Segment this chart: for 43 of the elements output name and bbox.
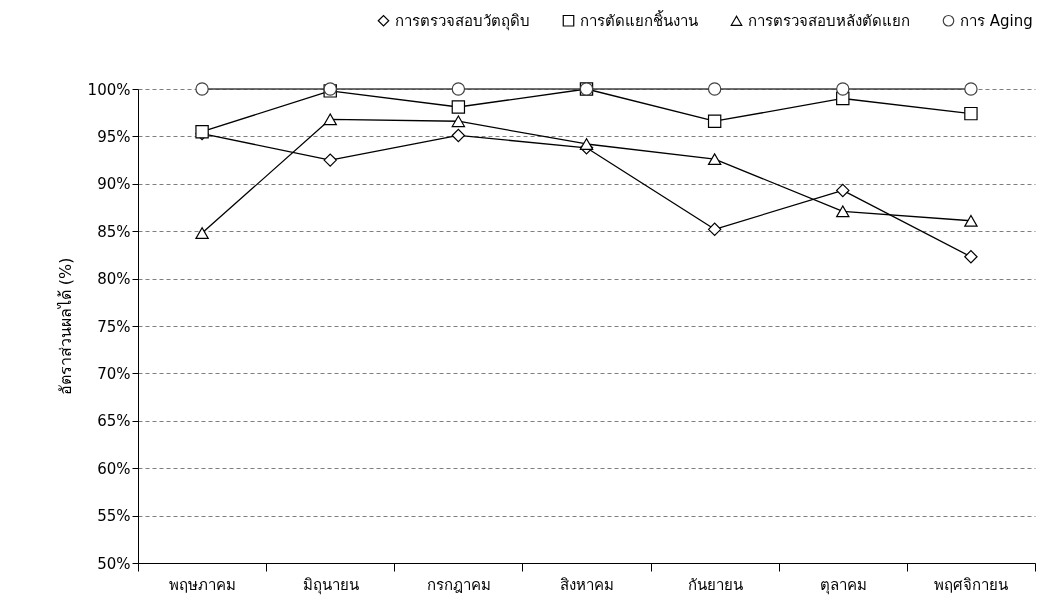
y-tick-label: 95% <box>97 127 131 146</box>
point <box>836 183 850 198</box>
point <box>707 222 722 237</box>
legend-label: การ Aging <box>960 11 1033 30</box>
x-tick-label: พฤษภาคม <box>169 575 237 594</box>
x-tick-label: สิงหาคม <box>560 575 614 594</box>
point <box>451 115 466 128</box>
point <box>836 82 850 96</box>
legend-label: การตรวจสอบหลังตัดแยก <box>748 11 910 30</box>
y-tick-label: 85% <box>97 222 131 241</box>
point <box>451 128 466 143</box>
x-tick-label: กันยายน <box>687 575 743 594</box>
point <box>707 153 722 166</box>
y-axis-title: อัตราส่วนผลได้ (%) <box>55 257 75 396</box>
y-tick-label: 60% <box>97 459 131 478</box>
x-tick-label: มิถุนายน <box>302 575 359 595</box>
point <box>323 113 337 126</box>
legend-label: การตัดแยกชิ้นงาน <box>580 9 698 30</box>
y-tick-label: 65% <box>97 412 131 431</box>
point <box>707 82 722 96</box>
x-tick-label: ตุลาคม <box>819 575 867 595</box>
point <box>707 114 722 128</box>
y-tick-label: 55% <box>97 507 131 526</box>
y-tick-label: 50% <box>97 554 131 573</box>
y-tick-label: 80% <box>97 270 131 289</box>
point <box>195 82 209 96</box>
point <box>451 82 466 96</box>
x-tick-label: พฤศจิกายน <box>934 575 1009 594</box>
y-tick-label: 75% <box>97 317 131 336</box>
point <box>964 82 978 96</box>
point <box>579 138 594 150</box>
point <box>964 250 978 264</box>
point <box>964 106 978 121</box>
point <box>836 205 850 218</box>
y-tick-label: 90% <box>97 175 131 194</box>
legend-label: การตรวจสอบวัตถุดิบ <box>395 11 530 31</box>
point <box>964 214 978 227</box>
y-tick-label: 100% <box>87 80 131 99</box>
point <box>451 100 466 114</box>
y-tick-label: 70% <box>97 364 131 383</box>
point <box>323 153 337 167</box>
x-tick-label: กรกฎาคม <box>426 575 491 594</box>
point <box>195 227 209 239</box>
